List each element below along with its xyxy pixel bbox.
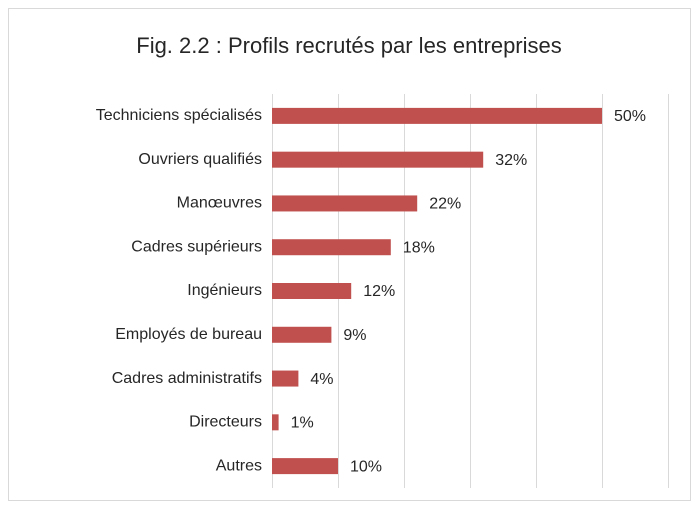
data-label: 9%	[343, 327, 366, 344]
y-tick-label: Ouvriers qualifiés	[138, 151, 262, 168]
data-label: 12%	[363, 283, 395, 300]
bar	[272, 414, 279, 431]
y-tick-label: Manœuvres	[177, 195, 262, 212]
y-tick-label: Employés de bureau	[115, 326, 262, 343]
data-label: 10%	[350, 458, 382, 475]
data-label: 22%	[429, 196, 461, 213]
y-tick-label: Autres	[216, 457, 262, 474]
bar	[272, 151, 484, 168]
data-label: 1%	[291, 415, 314, 432]
data-label: 18%	[403, 239, 435, 256]
bar	[272, 458, 338, 475]
data-label: 4%	[310, 371, 333, 388]
y-tick-label: Cadres supérieurs	[131, 238, 262, 255]
bar	[272, 195, 418, 212]
data-label: 50%	[614, 108, 646, 125]
y-tick-label: Directeurs	[189, 414, 262, 431]
y-tick-label: Techniciens spécialisés	[96, 107, 262, 124]
bar	[272, 326, 332, 343]
y-tick-label: Cadres administratifs	[112, 370, 262, 387]
chart-title: Fig. 2.2 : Profils recrutés par les entr…	[136, 33, 562, 58]
data-label: 32%	[495, 152, 527, 169]
bar	[272, 239, 391, 256]
bar	[272, 107, 602, 124]
bar	[272, 283, 352, 299]
bar	[272, 370, 299, 387]
y-tick-label: Ingénieurs	[187, 282, 262, 299]
